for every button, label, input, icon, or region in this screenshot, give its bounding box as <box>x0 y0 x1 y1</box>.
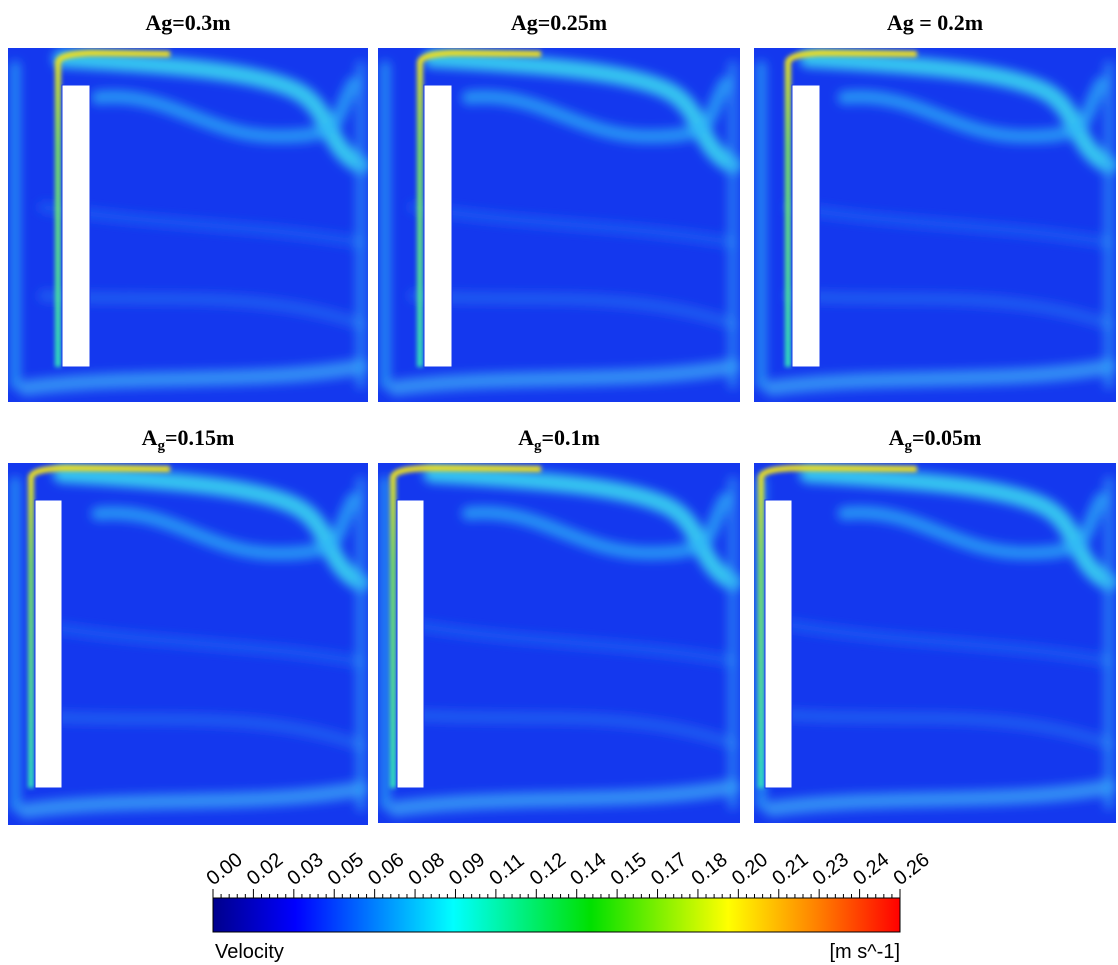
colorbar-tick-label: 0.21 <box>768 849 812 890</box>
flow-streaks <box>10 464 368 819</box>
baffle <box>423 84 453 368</box>
jet <box>758 464 917 788</box>
contour-plot <box>8 48 368 402</box>
title-base: A <box>142 425 158 450</box>
streak <box>18 780 368 819</box>
flow-streaks <box>380 49 740 396</box>
colorbar-tick-label: 0.09 <box>445 849 489 890</box>
colorbar-tick-label: 0.08 <box>405 849 449 890</box>
streak <box>388 779 740 817</box>
panel-title: Ag=0.05m <box>889 425 982 454</box>
streak <box>423 49 740 174</box>
contour-plot <box>8 463 368 825</box>
baffle <box>764 499 793 789</box>
streak <box>408 201 739 249</box>
colorbar-tick-label: 0.15 <box>607 849 651 890</box>
jet <box>417 49 541 367</box>
streak <box>423 464 740 591</box>
colorbar-tick-label: 0.11 <box>485 850 528 890</box>
colorbar-tick-label: 0.18 <box>687 849 731 890</box>
wall-jet <box>390 464 541 788</box>
contour-plot <box>378 463 740 823</box>
streak <box>91 492 361 561</box>
streak <box>408 289 739 331</box>
colorbar-tick-label: 0.05 <box>324 849 368 890</box>
title-sub: g <box>905 438 913 454</box>
colorbar-tick-label: 0.24 <box>849 849 893 890</box>
panel-title: Ag=0.25m <box>511 10 607 35</box>
streak <box>91 76 361 144</box>
colorbar-tick-label: 0.14 <box>566 849 610 890</box>
colorbar-tick-label: 0.02 <box>243 849 287 890</box>
streak <box>388 358 740 396</box>
colorbar-unit: [m s^-1] <box>830 941 901 963</box>
colorbar-tick-label: 0.17 <box>647 849 691 890</box>
title-text: =0.05m <box>912 425 981 450</box>
jet <box>55 49 171 367</box>
streak <box>461 492 733 561</box>
colorbar-label: Velocity <box>215 941 284 963</box>
title-base: A <box>518 425 534 450</box>
streak <box>837 492 1109 561</box>
wall-jet <box>28 464 171 788</box>
panel-title: Ag=0.3m <box>145 10 230 35</box>
streak <box>764 358 1116 396</box>
baffle <box>61 84 91 368</box>
flow-streaks <box>756 464 1116 817</box>
streak <box>408 709 739 750</box>
title-sub: g <box>534 438 542 454</box>
streak <box>764 779 1116 817</box>
streak <box>784 619 1115 667</box>
panel-title: Ag=0.15m <box>142 425 235 454</box>
colorbar-tick-label: 0.00 <box>203 849 247 890</box>
flow-streaks <box>756 49 1116 396</box>
panel-title: Ag = 0.2m <box>887 10 983 35</box>
colorbar-tick-label: 0.23 <box>809 849 853 890</box>
streak <box>461 76 733 144</box>
streak <box>784 201 1115 249</box>
title-text: =0.1m <box>542 425 600 450</box>
streak <box>408 619 739 667</box>
jet <box>390 464 541 788</box>
colorbar-tick-label: 0.12 <box>526 849 570 890</box>
contour-plot <box>378 48 740 402</box>
streak <box>18 358 368 396</box>
streak <box>784 709 1115 750</box>
title-text: =0.15m <box>165 425 234 450</box>
contour-plot <box>754 48 1116 402</box>
colorbar <box>212 897 901 933</box>
baffle <box>396 499 425 789</box>
colorbar-tick-label: 0.26 <box>890 849 934 890</box>
colorbar-tick-label: 0.06 <box>364 849 408 890</box>
contour-plot <box>754 463 1116 823</box>
baffle <box>34 499 63 789</box>
flow-streaks <box>380 464 740 817</box>
jet <box>28 464 171 788</box>
streak <box>784 289 1115 331</box>
streak <box>799 49 1116 174</box>
wall-jet <box>417 49 541 367</box>
colorbar-tick-label: 0.03 <box>283 849 327 890</box>
panel-title: Ag=0.1m <box>518 425 600 454</box>
baffle <box>791 84 821 368</box>
jet <box>785 49 917 367</box>
streak <box>53 464 368 592</box>
streak <box>38 619 367 669</box>
streak <box>53 49 368 174</box>
streak <box>38 710 367 752</box>
colorbar-tick-label: 0.20 <box>728 849 772 890</box>
wall-jet <box>55 49 171 367</box>
title-base: A <box>889 425 905 450</box>
streak <box>837 76 1109 144</box>
wall-jet <box>785 49 917 367</box>
title-sub: g <box>158 438 166 454</box>
wall-jet <box>758 464 917 788</box>
streak <box>799 464 1116 591</box>
